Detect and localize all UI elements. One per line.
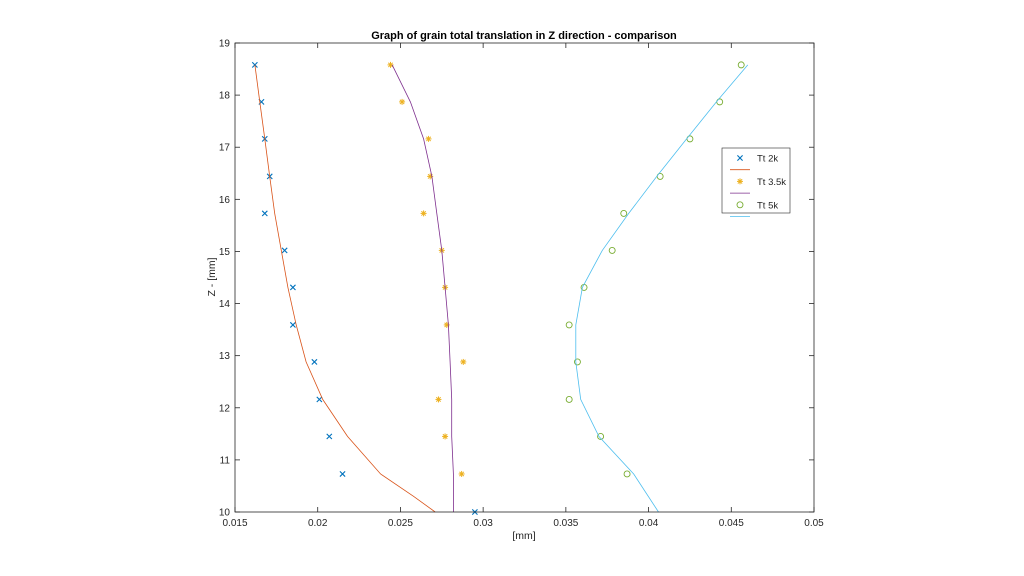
y-tick-label: 19 [219,39,231,50]
data-point-tt-3-5k [460,358,467,365]
y-tick-label: 16 [219,195,231,206]
legend-marker-4 [736,201,744,209]
data-point-tt-5k [565,395,573,403]
data-point-tt-5k [565,321,573,329]
plot-area [251,61,749,515]
data-point-tt-5k [623,470,631,478]
fit-line-5 [575,64,749,513]
axis-ticks: 0.015 0.02 0.025 0.03 0.035 0.04 0.045 0.05 10 11… [219,39,824,530]
data-point-tt-3-5k [435,396,442,403]
data-point-tt-5k [716,98,724,106]
data-point-tt-2k [281,247,288,254]
data-point-tt-2k [289,321,296,328]
legend-marker-2 [737,178,743,185]
data-point-tt-5k [597,432,605,440]
fit-line-1 [254,64,436,513]
x-tick-label: 0.015 [222,518,247,529]
data-point-tt-3-5k [399,98,406,105]
data-point-tt-2k [251,61,258,68]
data-point-tt-5k [573,358,581,366]
x-axis-label: [mm] [512,530,535,542]
data-point-tt-5k [608,246,616,254]
data-point-tt-3-5k [420,210,427,217]
y-tick-label: 15 [219,247,231,258]
legend-box [721,147,791,214]
y-tick-label: 12 [219,403,231,414]
data-point-tt-2k [289,284,296,291]
data-point-tt-2k [316,396,323,403]
data-point-tt-5k [620,209,628,217]
data-point-tt-3-5k [458,470,465,477]
data-point-tt-2k [311,358,318,365]
x-tick-label: 0.035 [553,518,578,529]
legend-label-2: Tt 3.5k [757,177,786,188]
legend-label-0: Tt 2k [757,154,778,165]
fit-line-3 [391,64,454,512]
data-point-tt-2k [261,210,268,217]
y-tick-label: 17 [219,143,231,154]
x-tick-label: 0.025 [388,518,413,529]
x-tick-label: 0.045 [719,518,744,529]
data-point-tt-2k [326,433,333,440]
legend-marker-0 [737,155,743,161]
data-point-tt-3-5k [425,135,432,142]
y-axis-label: Z - [mm] [206,257,218,296]
data-point-tt-3-5k [442,433,449,440]
y-tick-label: 13 [219,351,231,362]
x-tick-label: 0.02 [308,518,328,529]
y-tick-label: 11 [220,455,231,466]
y-tick-label: 10 [219,508,231,519]
axes-box [234,42,815,513]
y-tick-label: 14 [219,299,231,310]
y-tick-label: 18 [219,91,231,102]
legend-label-4: Tt 5k [757,200,778,211]
chart-title: Graph of grain total translation in Z di… [371,30,677,42]
legend: Tt 2k Tt 3.5k Tt 5k [721,147,791,217]
data-point-tt-2k [339,470,346,477]
x-tick-label: 0.05 [804,518,824,529]
x-tick-label: 0.03 [473,518,493,529]
x-tick-label: 0.04 [639,518,659,529]
data-point-tt-5k [737,61,745,69]
